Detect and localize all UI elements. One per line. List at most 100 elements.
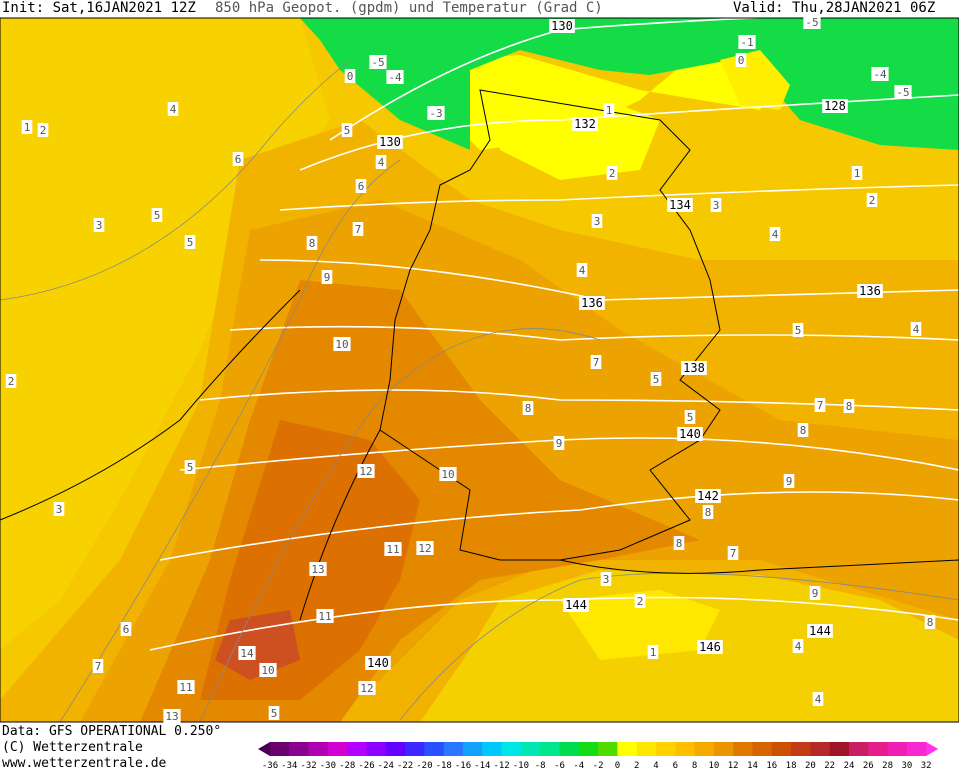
label-box [697,640,723,654]
temperature-label: 12 [418,542,431,555]
label-box [812,692,824,706]
temperature-label: -5 [371,56,384,69]
colorbar-cell [733,742,753,756]
geopotential-label: 146 [699,640,721,654]
colorbar-cell [656,742,676,756]
colorbar-cell [810,742,831,756]
map-frame [0,17,959,723]
label-box [857,284,883,298]
temperature-label: 4 [913,323,920,336]
label-box [681,361,707,375]
map [0,17,959,723]
label-box [600,572,612,586]
geopotential-label: 128 [824,99,846,113]
label-box [177,680,195,694]
temperature-label: 7 [355,223,362,236]
temperature-label: 9 [556,437,563,450]
colorbar-arrow [258,742,270,756]
colorbar-label: 10 [708,761,719,770]
temperature-label: 9 [786,475,793,488]
temperature-label: 3 [96,219,103,232]
label-box [377,135,403,149]
colorbar-label: 16 [766,761,777,770]
geopotential-label: 132 [574,117,596,131]
label-box [579,296,605,310]
geopotential-label: 130 [551,19,573,33]
colorbar-label: 24 [844,761,855,770]
geopotential-label: 136 [581,296,603,310]
colorbar-label: 30 [901,761,912,770]
colorbar-label: -4 [573,761,584,770]
label-box [37,123,49,137]
colorbar-label: -20 [416,761,432,770]
label-box [822,99,848,113]
temperature-label: 14 [240,647,254,660]
geopotential-label: 140 [679,427,701,441]
colorbar-label: -22 [397,761,413,770]
geopotential-label: 144 [809,624,831,638]
label-box [151,208,163,222]
colorbar-cell [713,742,734,756]
colorbar-cell [308,742,329,756]
label-box [677,427,703,441]
temperature-label: 4 [378,156,385,169]
temperature-label: 1 [650,646,657,659]
label-box [563,598,589,612]
label-box [232,152,244,166]
label-box [553,436,565,450]
field-zone [560,590,720,660]
temperature-label: 8 [927,616,934,629]
colorbar-label: 8 [692,761,697,770]
label-box [439,467,457,481]
label-box [710,198,722,212]
label-box [416,541,434,555]
temperature-label: 5 [187,461,194,474]
temperature-label: 4 [772,228,779,241]
label-box [591,214,603,228]
temperature-label: 2 [8,375,15,388]
colorbar-label: -24 [378,761,394,770]
temperature-label: 7 [593,356,600,369]
colorbar-cell [791,742,811,756]
colorbar-cell [270,742,290,756]
temperature-label: 3 [594,215,601,228]
label-box [341,123,353,137]
colorbar-label: 12 [728,761,739,770]
label-box [606,166,618,180]
colorbar-cell [501,742,522,756]
temperature-label: 2 [609,167,616,180]
label-box [316,609,334,623]
temperature-label: 5 [187,236,194,249]
label-box [702,505,714,519]
temperature-label: 8 [705,506,712,519]
colorbar-cell [694,742,715,756]
temperature-label: 5 [154,209,161,222]
label-box [163,709,181,723]
label-box [375,155,387,169]
geopotential-label: 136 [859,284,881,298]
temperature-label: 10 [261,664,274,677]
label-box [738,35,756,49]
label-box [576,263,588,277]
label-box [647,645,659,659]
colorbar-cell [347,742,367,756]
label-box [549,19,575,33]
colorbar-label: -28 [339,761,355,770]
temperature-label: 2 [637,595,644,608]
label-box [386,70,404,84]
colorbar-label: -12 [493,761,509,770]
temperature-label: 6 [123,623,130,636]
label-box [120,622,132,636]
temperature-label: 0 [738,54,745,67]
temperature-label: 8 [676,537,683,550]
label-box [783,474,795,488]
label-box [184,235,196,249]
label-box [797,423,809,437]
label-box [352,222,364,236]
label-box [735,53,747,67]
colorbar-cell [559,742,580,756]
temperature-label: 5 [653,373,660,386]
colorbar-cell [771,742,792,756]
label-box [667,198,693,212]
colorbar-label: -6 [554,761,565,770]
